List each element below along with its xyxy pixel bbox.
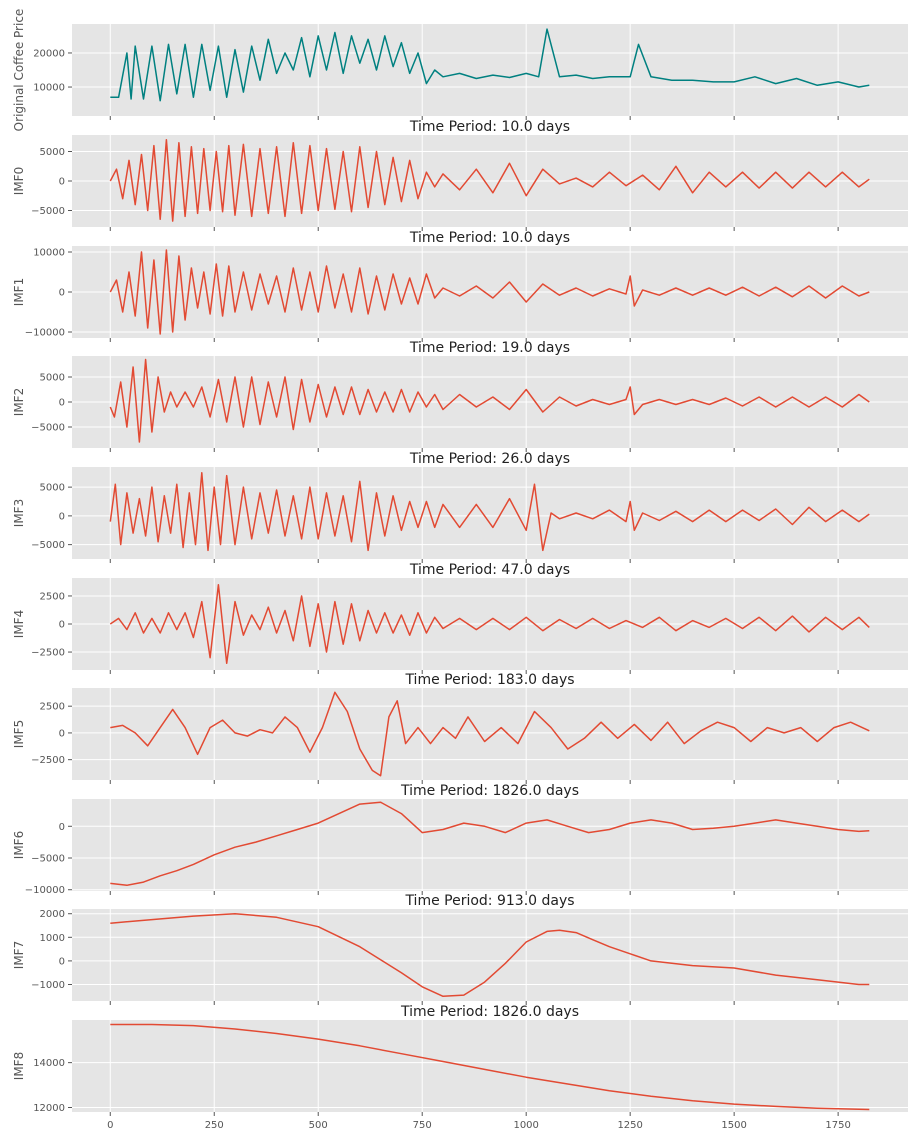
y-tick-label: 0	[59, 728, 65, 739]
subplot-2: −10000 0 10000 IMF1 Time Period: 10.0 days	[12, 230, 908, 342]
x-tick-label: 1500	[721, 1120, 746, 1131]
subplot-1: −5000 0 5000 IMF0 Time Period: 10.0 days	[12, 119, 908, 231]
y-tick-label: −5000	[31, 854, 65, 865]
x-tick-label: 0	[107, 1120, 113, 1131]
series-line	[110, 1023, 870, 1111]
y-axis-label: IMF5	[12, 720, 26, 748]
subplot-title: Time Period: 10.0 days	[409, 119, 570, 135]
plot-background	[72, 909, 908, 1001]
y-tick-label: 12000	[33, 1103, 65, 1114]
subplot-title: Time Period: 19.0 days	[409, 340, 570, 356]
series-line	[109, 138, 870, 222]
series-line	[110, 691, 870, 777]
x-tick-label: 250	[205, 1120, 224, 1131]
subplot-title: Time Period: 183.0 days	[404, 672, 574, 688]
y-axis-label: Original Coffee Price	[12, 9, 26, 132]
y-tick-label: −5000	[31, 423, 65, 434]
series-line	[110, 28, 870, 102]
subplot-8: −1000 0 1000 2000 IMF7 Time Period: 913.0 day…	[12, 893, 908, 1005]
series-line	[109, 249, 870, 335]
y-axis-label: IMF2	[12, 388, 26, 416]
subplot-3: −5000 0 5000 IMF2 Time Period: 19.0 days	[12, 340, 908, 452]
y-tick-label: −5000	[31, 206, 65, 217]
y-tick-label: 0	[59, 956, 65, 967]
x-tick-label: 750	[413, 1120, 432, 1131]
y-axis-label: IMF6	[12, 831, 26, 859]
plot-background	[72, 24, 908, 116]
y-tick-label: 5000	[40, 483, 65, 494]
y-tick-label: 2000	[40, 909, 65, 920]
y-tick-label: −10000	[25, 328, 65, 339]
plot-background	[72, 799, 908, 891]
y-tick-label: 0	[59, 288, 65, 299]
subplot-0: 10000 20000 Original Coffee Price	[12, 9, 908, 132]
subplot-5: −2500 0 2500 IMF4 Time Period: 47.0 days	[12, 562, 908, 674]
series-line	[110, 912, 870, 998]
subplot-4: −5000 0 5000 IMF3 Time Period: 26.0 days	[12, 451, 908, 563]
subplot-7: −10000 −5000 0 IMF6 Time Period: 1826.0 days	[12, 783, 908, 896]
series-line	[109, 472, 870, 552]
subplot-title: Time Period: 47.0 days	[409, 562, 570, 578]
plot-background	[72, 467, 908, 559]
series-line	[109, 358, 870, 443]
x-tick-label: 500	[309, 1120, 328, 1131]
y-tick-label: −2500	[31, 648, 65, 659]
subplot-title: Time Period: 913.0 days	[404, 893, 574, 909]
y-axis-label: IMF7	[12, 941, 26, 969]
y-tick-label: 14000	[33, 1058, 65, 1069]
y-tick-label: 5000	[40, 373, 65, 384]
x-tick-label: 1250	[617, 1120, 642, 1131]
y-tick-label: 10000	[33, 248, 65, 259]
subplot-6: −2500 0 2500 IMF5 Time Period: 183.0 days	[12, 672, 908, 784]
plot-background	[72, 688, 908, 780]
y-axis-label: IMF1	[12, 278, 26, 306]
y-axis-label: IMF3	[12, 499, 26, 527]
y-tick-label: 0	[59, 398, 65, 409]
subplot-9: 12000 14000 0 250 500 750 1000 1250 1500 1750 IMF8…	[12, 1004, 908, 1131]
y-tick-label: −2500	[31, 755, 65, 766]
y-tick-label: 5000	[40, 147, 65, 158]
series-line	[110, 801, 870, 887]
plot-background	[72, 1020, 908, 1112]
y-tick-label: 0	[59, 511, 65, 522]
series-line	[109, 583, 870, 665]
y-tick-label: −10000	[25, 885, 65, 896]
y-tick-label: 20000	[33, 48, 65, 59]
y-tick-label: −1000	[31, 980, 65, 991]
y-tick-label: 0	[59, 822, 65, 833]
y-axis-label: IMF8	[12, 1052, 26, 1080]
y-tick-label: 1000	[40, 933, 65, 944]
y-tick-label: 0	[59, 177, 65, 188]
y-tick-label: 0	[59, 620, 65, 631]
x-tick-label: 1000	[513, 1120, 538, 1131]
subplot-title: Time Period: 10.0 days	[409, 230, 570, 246]
x-tick-label: 1750	[825, 1120, 850, 1131]
subplot-title: Time Period: 1826.0 days	[400, 1004, 579, 1020]
y-axis-label: IMF4	[12, 610, 26, 638]
y-tick-label: −5000	[31, 540, 65, 551]
y-axis-label: IMF0	[12, 167, 26, 195]
y-tick-label: 2500	[40, 702, 65, 713]
y-tick-label: 2500	[40, 591, 65, 602]
y-tick-label: 10000	[33, 83, 65, 94]
subplot-title: Time Period: 26.0 days	[409, 451, 570, 467]
subplot-title: Time Period: 1826.0 days	[400, 783, 579, 799]
